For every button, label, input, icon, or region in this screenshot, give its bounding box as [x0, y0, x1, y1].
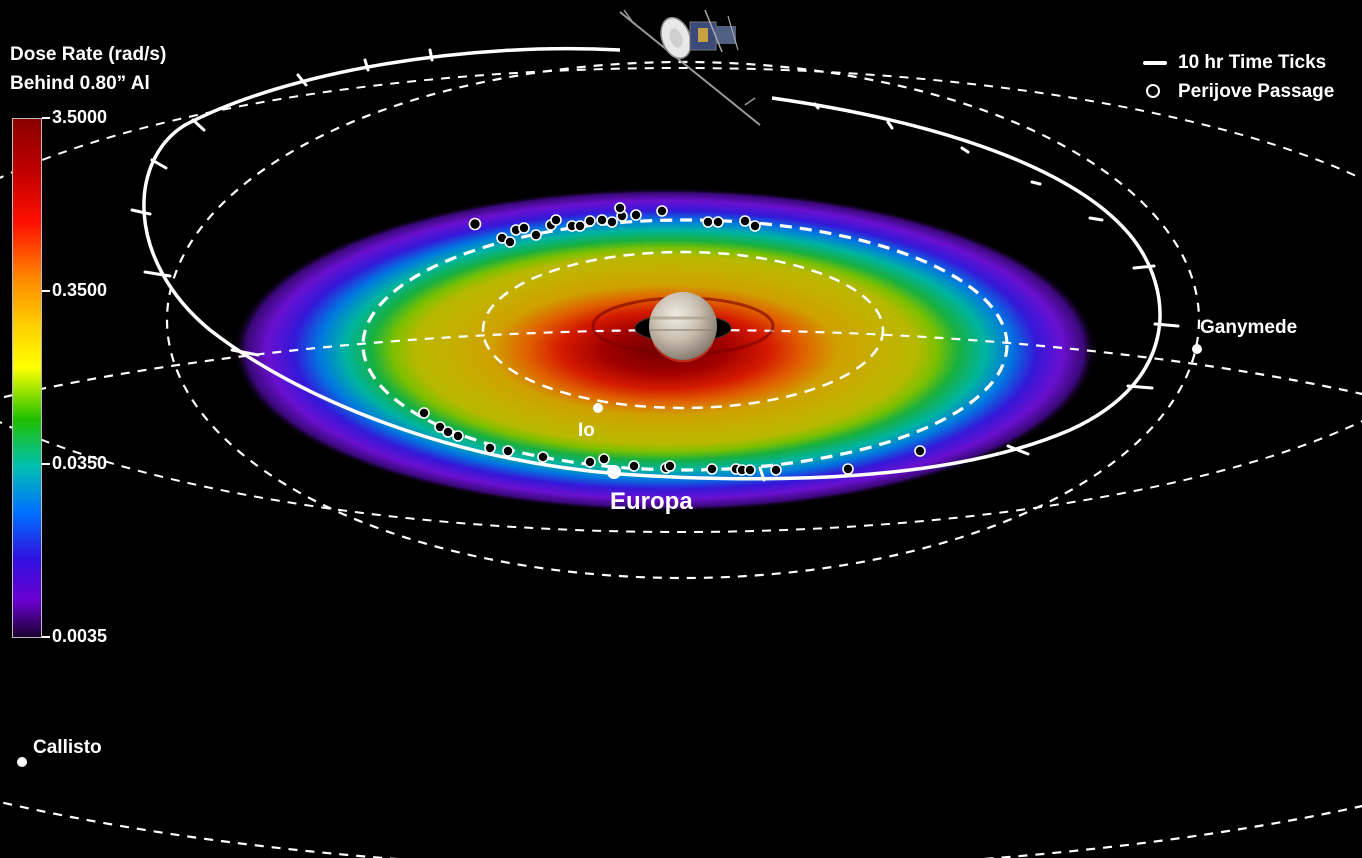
colorbar-tick-label: 3.5000: [52, 107, 108, 127]
ganymede-marker: [1192, 344, 1202, 354]
colorbar-tick-label: 0.0350: [52, 453, 108, 473]
perijove-markers: [418, 202, 926, 476]
ganymede-label: Ganymede: [1200, 317, 1298, 338]
europa-marker: [607, 465, 621, 479]
jupiter-icon: [591, 292, 775, 363]
time-tick-legend-icon: [1143, 61, 1167, 65]
colorbar: [12, 118, 42, 638]
colorbar-tick: [42, 117, 50, 119]
legend-perijove: Perijove Passage: [1178, 81, 1335, 102]
colorbar-title-line1: Dose Rate (rad/s): [10, 44, 167, 65]
io-marker: [593, 403, 603, 413]
europa-orbit: [361, 218, 1009, 472]
colorbar-tick-label: 0.3500: [52, 280, 108, 300]
outer-orbit: [0, 67, 1362, 533]
legend-time-ticks: 10 hr Time Ticks: [1178, 52, 1327, 73]
time-ticks: [130, 48, 1180, 482]
spacecraft-icon: [619, 9, 761, 126]
europa-label: Europa: [610, 488, 693, 515]
colorbar-title-line2: Behind 0.80” Al: [10, 73, 150, 94]
colorbar-tick: [42, 463, 50, 465]
colorbar-tick: [42, 290, 50, 292]
colorbar-tick-label: 0.0035: [52, 626, 108, 646]
callisto-label: Callisto: [33, 737, 102, 758]
callisto-marker: [17, 757, 27, 767]
perijove-legend-icon: [1146, 84, 1160, 98]
colorbar-tick: [42, 636, 50, 638]
io-orbit: [481, 250, 885, 410]
io-label: Io: [578, 420, 595, 441]
